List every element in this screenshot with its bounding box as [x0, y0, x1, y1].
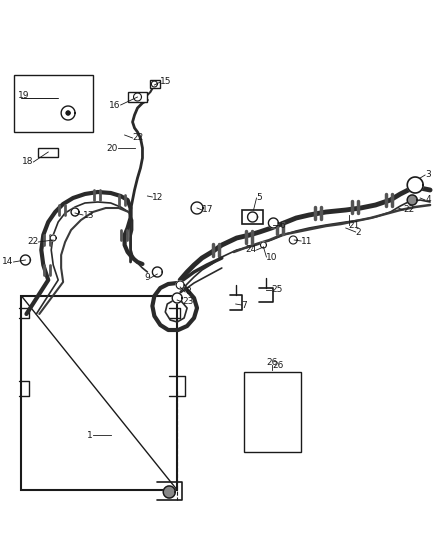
Text: 22: 22: [403, 206, 414, 214]
Polygon shape: [268, 218, 278, 228]
Text: 18: 18: [22, 157, 33, 166]
Polygon shape: [152, 267, 162, 277]
Text: 10: 10: [266, 253, 278, 262]
Text: 7: 7: [242, 301, 247, 310]
Polygon shape: [163, 486, 175, 498]
Text: 22: 22: [27, 238, 39, 246]
Text: 1: 1: [87, 431, 93, 440]
Text: 2: 2: [356, 228, 361, 237]
Polygon shape: [191, 202, 203, 214]
Polygon shape: [61, 106, 75, 120]
Polygon shape: [134, 93, 141, 101]
Bar: [39, 148, 58, 157]
Text: 11: 11: [301, 237, 313, 246]
Text: 6: 6: [279, 221, 285, 230]
Text: 21: 21: [349, 221, 360, 230]
Text: 25: 25: [272, 286, 283, 295]
Text: 12: 12: [152, 192, 164, 201]
Text: 15: 15: [160, 77, 172, 86]
Polygon shape: [172, 293, 182, 303]
Text: 26: 26: [272, 360, 284, 369]
Polygon shape: [247, 212, 258, 222]
Text: 3: 3: [425, 171, 431, 180]
Bar: [242, 210, 263, 224]
Bar: [21, 296, 177, 490]
Text: 9: 9: [145, 273, 150, 282]
Polygon shape: [407, 195, 417, 205]
Text: 19: 19: [18, 91, 29, 100]
Text: 26: 26: [267, 358, 278, 367]
Text: 8: 8: [185, 287, 191, 296]
Polygon shape: [66, 111, 70, 115]
Polygon shape: [50, 235, 56, 241]
Polygon shape: [71, 208, 79, 216]
Text: ≡: ≡: [249, 434, 254, 440]
Text: 16: 16: [109, 101, 120, 109]
Bar: [14, 75, 93, 132]
Bar: [150, 80, 160, 88]
Bar: [127, 92, 148, 102]
Text: 13: 13: [83, 211, 95, 220]
Polygon shape: [21, 255, 30, 265]
Text: 4: 4: [425, 196, 431, 205]
Polygon shape: [152, 81, 157, 87]
Text: 24: 24: [245, 246, 257, 254]
Polygon shape: [407, 177, 423, 193]
Polygon shape: [289, 236, 297, 244]
Text: 14: 14: [2, 257, 14, 266]
Bar: [244, 372, 301, 452]
Text: 22: 22: [133, 133, 144, 142]
Text: 20: 20: [106, 143, 118, 152]
Text: 23: 23: [182, 297, 194, 306]
Polygon shape: [261, 242, 266, 248]
Polygon shape: [176, 281, 184, 289]
Text: 17: 17: [202, 206, 213, 214]
Text: 5: 5: [257, 193, 262, 203]
